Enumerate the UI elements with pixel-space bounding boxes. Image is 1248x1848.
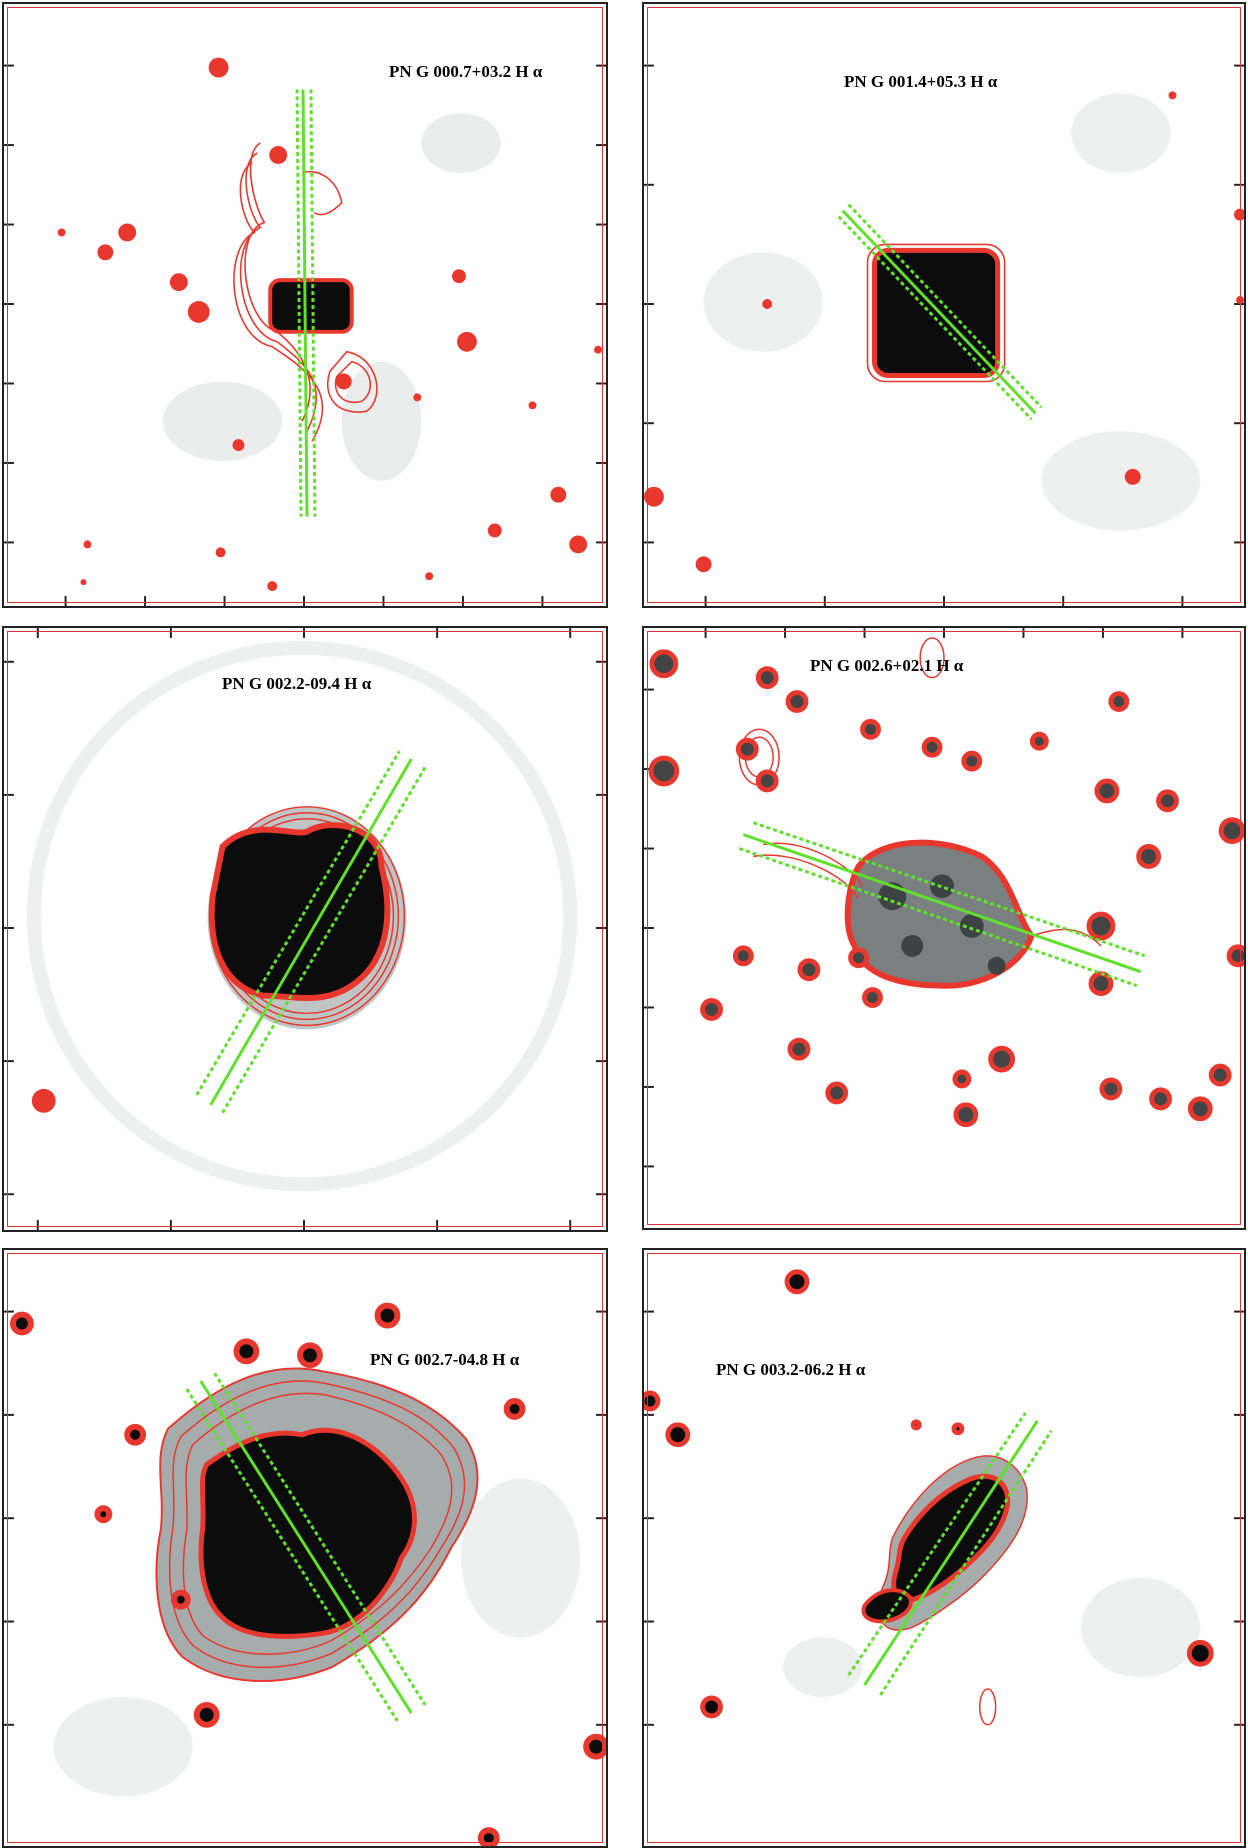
panel-4-image — [644, 628, 1244, 1168]
panel-title: PN G 000.7+03.2 H α — [389, 62, 543, 81]
image-panel-6: PN G 003.2-06.2 H α — [642, 1248, 1246, 1848]
image-panel-4: PN G 002.6+02.1 H α — [642, 626, 1246, 1230]
panel-title: PN G 002.7-04.8 H α — [370, 1350, 520, 1369]
panel-5-image — [4, 1302, 606, 1846]
panel-title: PN G 001.4+05.3 H α — [844, 72, 998, 91]
image-panel-5: PN G 002.7-04.8 H α — [2, 1248, 608, 1848]
image-panel-3: PN G 002.2-09.4 H α — [2, 626, 608, 1232]
panel-3-image — [4, 628, 606, 1230]
panel-1-image — [4, 57, 606, 606]
panel-title: PN G 003.2-06.2 H α — [716, 1360, 866, 1379]
image-panel-1: PN G 000.7+03.2 H α — [2, 2, 608, 608]
panel-title: PN G 002.2-09.4 H α — [222, 674, 372, 693]
panel-title: PN G 002.6+02.1 H α — [810, 656, 964, 675]
image-panel-2: PN G 001.4+05.3 H α — [642, 2, 1246, 608]
panel-2-image — [644, 64, 1244, 606]
panel-6-image — [644, 1269, 1244, 1726]
